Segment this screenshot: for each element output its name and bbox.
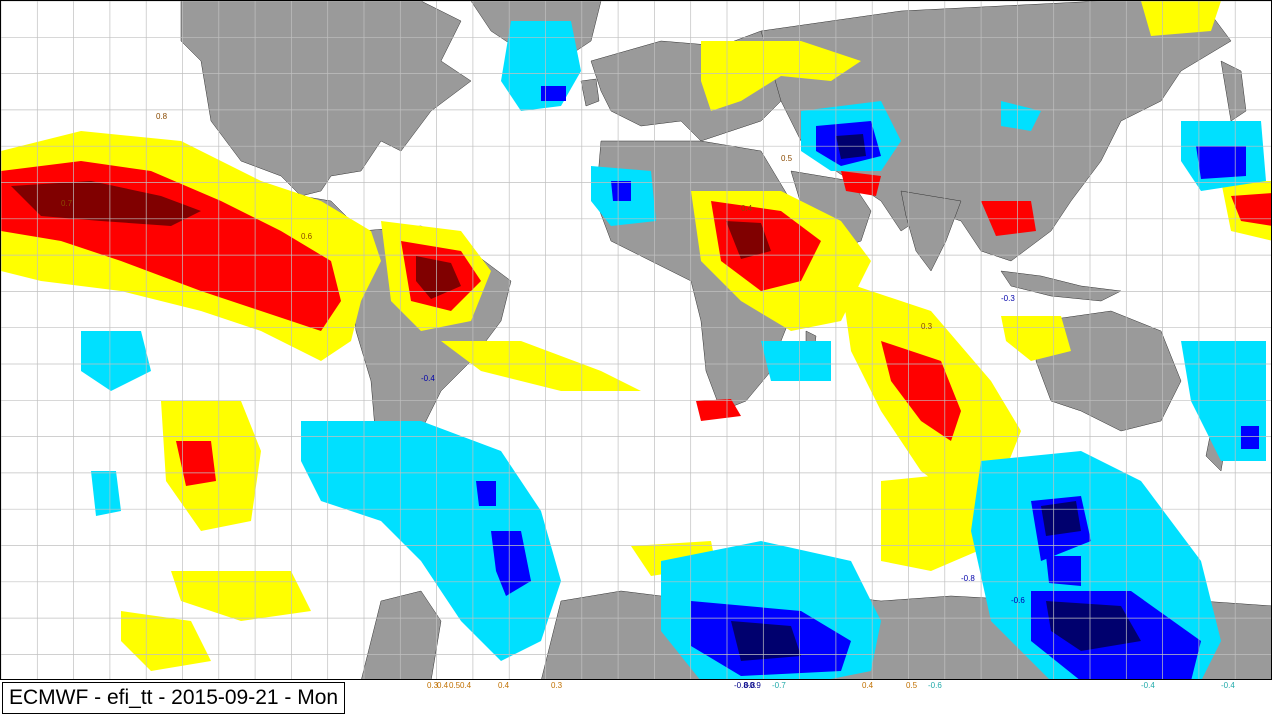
efi-map: 0.8 0.7 0.6 0.5 0.4 0.3 -0.3 -0.4 -0.6 -0.8 xyxy=(1,1,1271,679)
contour-tick-label: 0.4 xyxy=(460,681,472,690)
south-pacific-red-1 xyxy=(176,441,216,486)
contour-tick-label: 0.5 xyxy=(906,681,918,690)
lat-lon-grid xyxy=(1,1,1271,679)
contour-tick-label: 0.4 xyxy=(498,681,510,690)
bering-yellow xyxy=(1141,1,1221,36)
australia xyxy=(1035,310,1182,432)
contour-tick-label: 0.8 xyxy=(744,681,756,690)
pacific-cold-cyan-2 xyxy=(91,471,121,516)
contour-tick-label: 0.3 xyxy=(551,681,563,690)
sw-pacific-cold-blue-3 xyxy=(1046,556,1081,586)
contour-tick-label: 0.4 xyxy=(437,681,449,690)
africa-darkred xyxy=(726,221,771,259)
contour-label: 0.6 xyxy=(301,232,313,241)
contour-tick-label: 0.4 xyxy=(862,681,874,690)
contour-tick-label: -0.6 xyxy=(928,681,942,690)
arctic-cold-cyan xyxy=(1001,101,1041,131)
positive-efi-fields xyxy=(1,1,1271,671)
east-africa-cold-cyan xyxy=(761,341,831,381)
asia-red-2 xyxy=(841,171,881,196)
contour-label: -0.3 xyxy=(1001,294,1015,303)
contour-tick-label: 0.3 xyxy=(427,681,439,690)
sw-pacific-cold-navy xyxy=(1041,501,1081,536)
contour-tick-label: -0.9 xyxy=(747,681,761,690)
contour-tick-label: 0.5 xyxy=(449,681,461,690)
contour-tick-label: -0.4 xyxy=(1141,681,1155,690)
europe-yellow xyxy=(701,41,861,111)
south-pacific-yellow-2 xyxy=(171,571,311,621)
sw-africa-red xyxy=(696,399,741,421)
south-atlantic-cold-blue-2 xyxy=(476,481,496,506)
south-atlantic-yellow xyxy=(441,341,641,391)
contour-label: -0.6 xyxy=(1011,596,1025,605)
south-atlantic-cold-blue xyxy=(491,531,531,596)
map-area: 0.8 0.7 0.6 0.5 0.4 0.3 -0.3 -0.4 -0.6 -0.8 xyxy=(0,0,1272,680)
antarctic-cold-navy xyxy=(731,621,801,661)
contour-labels: 0.8 0.7 0.6 0.5 0.4 0.3 -0.3 -0.4 -0.6 -0.8 xyxy=(61,112,1025,605)
india xyxy=(900,190,962,272)
contour-label: -0.4 xyxy=(421,374,435,383)
negative-efi-fields xyxy=(81,21,1266,679)
contour-label: 0.7 xyxy=(61,199,73,208)
nw-pacific-cold-blue xyxy=(1196,146,1246,179)
contour-label: 0.4 xyxy=(741,204,753,213)
contour-tick-label: -0.4 xyxy=(1221,681,1235,690)
east-pacific-warm-darkred xyxy=(11,181,201,226)
contour-label: -0.8 xyxy=(961,574,975,583)
japan xyxy=(1220,60,1247,122)
uk xyxy=(580,78,600,107)
east-australia-cold-blue xyxy=(1241,426,1259,449)
north-atlantic-cold-blue xyxy=(541,86,566,101)
amazon-darkred xyxy=(416,256,461,299)
south-pacific-yellow-3 xyxy=(121,611,211,671)
sw-africa-cold-blue xyxy=(611,181,631,201)
pacific-cold-cyan-1 xyxy=(81,331,151,391)
indian-ocean-red xyxy=(881,341,961,441)
contour-label: 0.8 xyxy=(156,112,168,121)
east-asia-red xyxy=(1231,193,1271,226)
contour-tick-label: -0.8 xyxy=(734,681,748,690)
map-title: ECMWF - efi_tt - 2015-09-21 - Mon xyxy=(2,682,346,714)
sw-pacific-cold-navy-2 xyxy=(1046,601,1141,651)
contour-tick-label: -0.7 xyxy=(772,681,786,690)
contour-label: 0.5 xyxy=(781,154,793,163)
contour-label: 0.3 xyxy=(921,322,933,331)
north-america xyxy=(180,1,472,197)
